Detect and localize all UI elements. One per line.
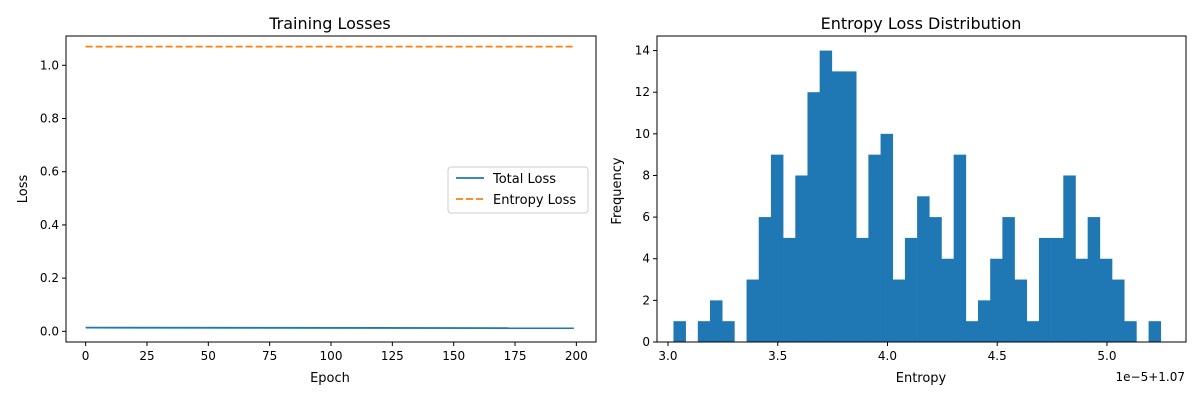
y-tick-label: 4 xyxy=(642,252,650,266)
histogram-bar xyxy=(1148,321,1162,342)
legend-label-total-loss: Total Loss xyxy=(492,172,556,187)
x-tick-label: 100 xyxy=(320,349,343,363)
y-tick-label: 14 xyxy=(635,44,650,58)
histogram-bar xyxy=(990,258,1003,342)
histogram-bar xyxy=(783,237,796,342)
y-ticks: 0 2 4 6 8 10 12 14 xyxy=(635,44,657,349)
histogram-bar xyxy=(722,321,735,342)
histogram-bar xyxy=(831,71,845,342)
y-tick-label: 2 xyxy=(642,293,650,307)
y-axis-label: Loss xyxy=(16,175,31,204)
histogram-bar xyxy=(1124,321,1137,342)
x-tick-label: 125 xyxy=(381,349,404,363)
x-tick-label: 3.5 xyxy=(768,349,787,363)
y-tick-label: 0 xyxy=(642,335,650,349)
y-tick-label: 10 xyxy=(635,127,650,141)
histogram-bar xyxy=(929,217,942,342)
histogram-bar xyxy=(1014,279,1028,342)
histogram-bar xyxy=(710,300,723,342)
x-axis-offset-label: 1e−5+1.07 xyxy=(1116,370,1185,384)
legend-label-entropy-loss: Entropy Loss xyxy=(493,193,576,208)
histogram-bar xyxy=(746,279,760,342)
x-tick-label: 3.0 xyxy=(658,349,677,363)
histogram-bar xyxy=(904,237,918,342)
x-tick-label: 50 xyxy=(201,349,216,363)
histogram-bar xyxy=(1051,237,1064,342)
x-axis-label: Entropy xyxy=(896,371,947,386)
x-tick-label: 25 xyxy=(139,349,154,363)
y-axis-label: Frequency xyxy=(610,157,625,224)
x-axis-label: Epoch xyxy=(310,371,350,386)
histogram-bar xyxy=(807,92,820,342)
histogram-bar xyxy=(965,321,979,342)
y-tick-label: 0.0 xyxy=(40,324,59,338)
histogram-bar xyxy=(697,321,711,342)
y-tick-label: 12 xyxy=(635,85,650,99)
histogram-bar xyxy=(856,237,869,342)
histogram-bar xyxy=(758,217,772,342)
x-ticks: 0 25 50 75 100 125 150 175 200 xyxy=(82,342,588,363)
chart-title: Entropy Loss Distribution xyxy=(821,14,1022,33)
histogram-bar xyxy=(844,71,857,342)
histogram-bar xyxy=(1038,237,1052,342)
plot-frame xyxy=(656,35,1187,343)
x-tick-label: 175 xyxy=(504,349,527,363)
histogram-bar xyxy=(978,300,991,342)
histogram-bar xyxy=(795,175,808,342)
x-tick-label: 75 xyxy=(262,349,277,363)
histogram-bar xyxy=(892,279,906,342)
histogram-bar xyxy=(673,321,686,342)
histogram-bar xyxy=(1075,258,1088,342)
histogram-bars xyxy=(673,50,1162,342)
histogram-bar xyxy=(941,258,954,342)
y-tick-label: 1.0 xyxy=(40,58,59,72)
x-tick-label: 4.0 xyxy=(878,349,897,363)
series-layer xyxy=(85,45,574,330)
histogram-bar xyxy=(953,154,967,342)
histogram-bar xyxy=(917,196,930,342)
histogram-bar xyxy=(880,133,894,342)
histogram-bar xyxy=(1002,217,1015,342)
x-tick-label: 4.5 xyxy=(988,349,1007,363)
histogram-bar xyxy=(1063,175,1076,342)
y-tick-label: 8 xyxy=(642,168,650,182)
y-tick-label: 0.8 xyxy=(40,111,59,125)
chart-title: Training Losses xyxy=(268,14,391,33)
y-tick-label: 6 xyxy=(642,210,650,224)
x-tick-label: 5.0 xyxy=(1097,349,1116,363)
y-ticks: 0.0 0.2 0.4 0.6 0.8 1.0 xyxy=(40,58,66,338)
histogram-bar xyxy=(819,50,833,342)
y-tick-label: 0.4 xyxy=(40,218,59,232)
y-tick-label: 0.2 xyxy=(40,271,59,285)
histogram-bar xyxy=(868,154,881,342)
training-losses-chart: Training Losses 0 25 50 75 100 125 150 175 200 0… xyxy=(16,14,597,386)
series-line-total-loss xyxy=(85,326,574,330)
plot-frame xyxy=(65,35,597,343)
x-ticks: 3.0 3.5 4.0 4.5 5.0 xyxy=(658,342,1117,363)
legend: Total Loss Entropy Loss xyxy=(447,166,589,214)
histogram-bar xyxy=(770,154,784,342)
y-tick-label: 0.6 xyxy=(40,165,59,179)
x-tick-label: 200 xyxy=(565,349,588,363)
histogram-bar xyxy=(1026,321,1040,342)
x-tick-label: 0 xyxy=(82,349,90,363)
entropy-distribution-chart: Entropy Loss Distribution 3.0 3.5 4.0 4.5 5.… xyxy=(610,14,1187,386)
histogram-bar xyxy=(1099,258,1113,342)
histogram-bar xyxy=(1112,279,1125,342)
x-tick-label: 150 xyxy=(442,349,465,363)
histogram-bar xyxy=(1087,217,1101,342)
